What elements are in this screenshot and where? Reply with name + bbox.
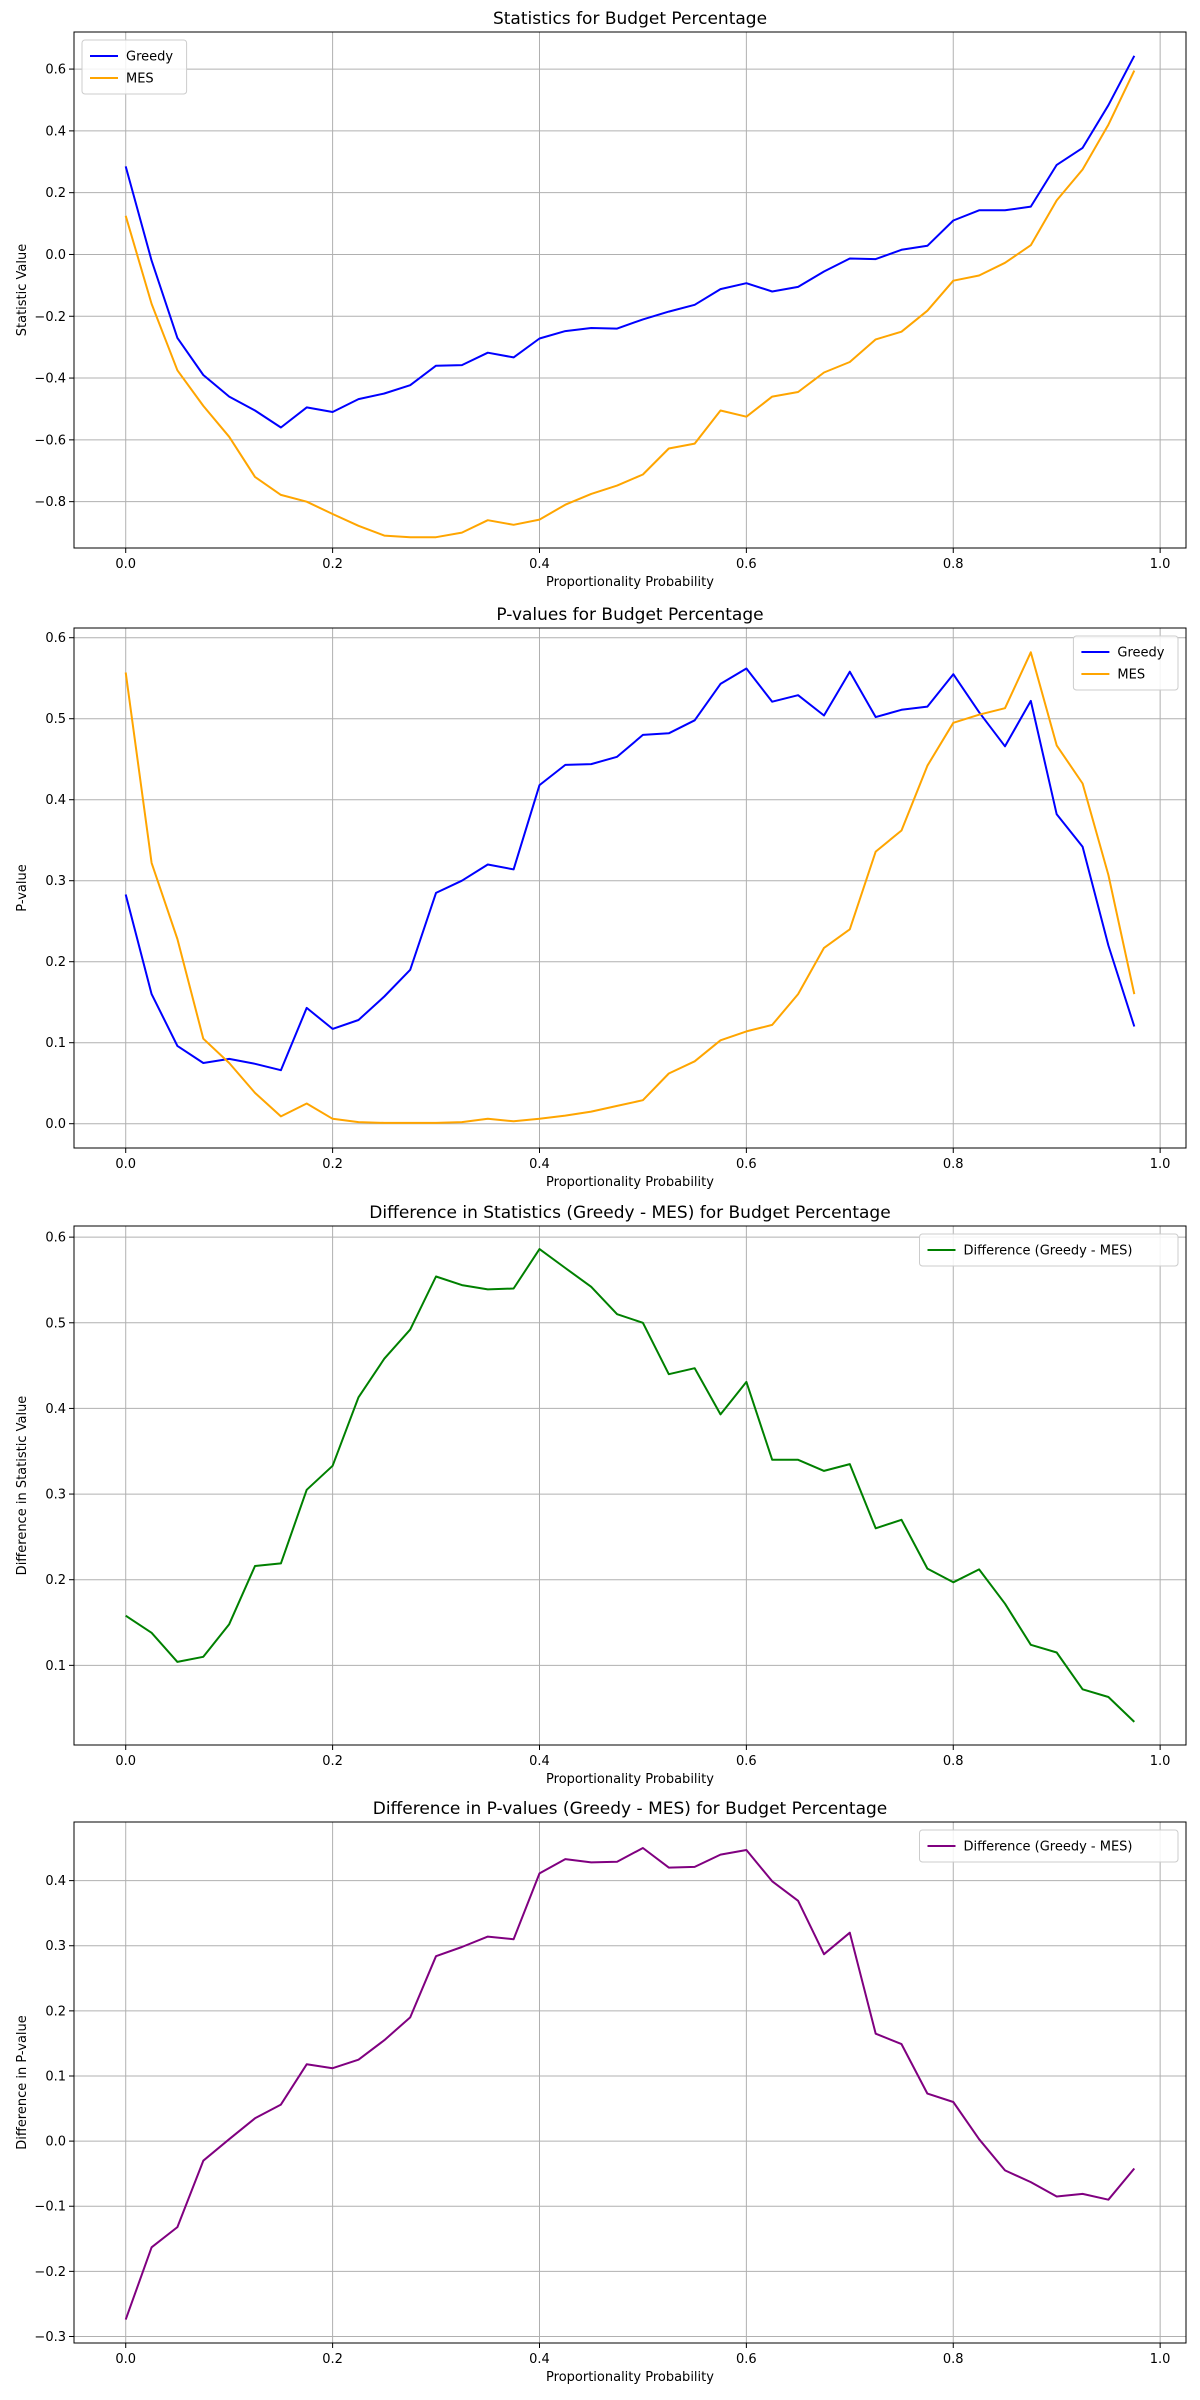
y-tick-label: 0.6 [45, 63, 66, 78]
x-tick-label: 0.8 [943, 1157, 964, 1172]
y-tick-label: 0.3 [45, 1939, 66, 1954]
y-tick-label: 0.2 [45, 1573, 66, 1588]
y-tick-label: 0.1 [45, 1659, 66, 1674]
y-tick-label: 0.6 [45, 631, 66, 646]
chart-title: P-values for Budget Percentage [496, 605, 763, 625]
legend: Difference (Greedy - MES) [919, 1829, 1179, 1863]
legend-entry: Difference (Greedy - MES) [964, 1840, 1133, 1855]
y-tick-label: 0.5 [45, 1316, 66, 1331]
x-tick-label: 0.2 [322, 1754, 343, 1769]
series-line-greedy [124, 55, 1136, 429]
x-tick-label: 0.0 [115, 1157, 136, 1172]
x-tick-label: 0.6 [736, 1157, 757, 1172]
x-axis-label: Proportionality Probability [546, 1772, 714, 1787]
legend-entry: Greedy [1117, 646, 1164, 661]
axes-frame [73, 627, 1187, 1149]
axes-frame [73, 31, 1187, 549]
series-line-difference-greedy-mes [125, 1248, 1135, 1723]
y-tick-label: 0.2 [45, 955, 66, 970]
chart-p-values: 0.0 0.2 0.4 0.6 0.8 1.0 0.0 0.1 0.2 0.3 0.4 0.5 0.6 P… [15, 605, 1187, 1190]
x-tick-label: 0.8 [943, 557, 964, 572]
x-tick-label: 0.0 [115, 2352, 136, 2367]
chart-statistics: 0.0 0.2 0.4 0.6 0.8 1.0 −0.8 −0.6 −0.4 −0.2 0.0 0.2… [15, 9, 1187, 590]
y-tick-label: −0.8 [34, 495, 66, 510]
legend-entry: MES [1117, 668, 1145, 683]
y-tick-label: 0.4 [45, 1874, 66, 1889]
x-tick-label: 0.2 [322, 2352, 343, 2367]
axes-frame [73, 1225, 1187, 1746]
y-tick-label: −0.1 [34, 2200, 66, 2215]
legend-entry: Greedy [126, 50, 173, 65]
legend: Difference (Greedy - MES) [919, 1233, 1179, 1267]
x-axis-label: Proportionality Probability [546, 2370, 714, 2385]
chart-title: Difference in Statistics (Greedy - MES) … [369, 1203, 890, 1223]
chart-diff-p-values: 0.0 0.2 0.4 0.6 0.8 1.0 −0.3 −0.2 −0.1 0.0 0.1 0.2 0… [15, 1799, 1187, 2385]
y-tick-label: 0.6 [45, 1231, 66, 1246]
x-tick-label: 0.4 [529, 1754, 550, 1769]
legend-box [1072, 635, 1179, 691]
legend-entry: MES [126, 72, 154, 87]
series-line-difference-greedy-mes [124, 1847, 1136, 2320]
y-tick-label: 0.3 [45, 874, 66, 889]
y-tick-label: 0.2 [45, 2004, 66, 2019]
x-tick-label: 1.0 [1150, 2352, 1171, 2367]
x-axis-label: Proportionality Probability [546, 575, 714, 590]
chart-title: Statistics for Budget Percentage [493, 9, 767, 29]
y-tick-label: −0.2 [34, 310, 66, 325]
series-line-mes [124, 651, 1136, 1124]
legend-box [919, 1233, 1179, 1267]
x-tick-label: 0.4 [529, 1157, 550, 1172]
legend-box [81, 39, 188, 95]
y-axis-label: Difference in Statistic Value [15, 1396, 30, 1576]
x-tick-label: 0.2 [322, 557, 343, 572]
x-tick-label: 0.6 [736, 1754, 757, 1769]
y-tick-label: 0.0 [45, 2135, 66, 2150]
chart-title: Difference in P-values (Greedy - MES) fo… [373, 1799, 888, 1819]
series-line-greedy [124, 667, 1136, 1072]
x-axis-label: Proportionality Probability [546, 1175, 714, 1190]
x-tick-label: 0.4 [529, 557, 550, 572]
x-tick-label: 0.6 [736, 557, 757, 572]
x-tick-label: 0.2 [322, 1157, 343, 1172]
y-axis-label: Difference in P-value [15, 2015, 30, 2150]
y-tick-label: 0.4 [45, 124, 66, 139]
x-tick-label: 1.0 [1150, 1157, 1171, 1172]
legend-box [919, 1829, 1179, 1863]
axes-frame [73, 1821, 1187, 2344]
legend: Greedy MES [81, 39, 188, 95]
y-tick-label: 0.1 [45, 2069, 66, 2084]
y-tick-label: 0.2 [45, 186, 66, 201]
y-tick-label: 0.0 [45, 248, 66, 263]
y-tick-label: 0.3 [45, 1488, 66, 1503]
y-tick-label: 0.1 [45, 1036, 66, 1051]
x-tick-label: 0.4 [529, 2352, 550, 2367]
y-tick-label: −0.6 [34, 433, 66, 448]
x-tick-label: 1.0 [1150, 1754, 1171, 1769]
y-tick-label: −0.3 [34, 2330, 66, 2345]
y-axis-label: P-value [15, 864, 30, 911]
y-tick-label: 0.4 [45, 1402, 66, 1417]
series-line-mes [124, 70, 1136, 539]
x-tick-label: 1.0 [1150, 557, 1171, 572]
legend: Greedy MES [1072, 635, 1179, 691]
chart-diff-statistics: 0.0 0.2 0.4 0.6 0.8 1.0 0.1 0.2 0.3 0.4 0.5 0.6 Diff… [15, 1203, 1187, 1787]
y-tick-label: 0.5 [45, 712, 66, 727]
x-tick-label: 0.0 [115, 1754, 136, 1769]
x-tick-label: 0.8 [943, 2352, 964, 2367]
y-tick-label: 0.4 [45, 793, 66, 808]
x-tick-label: 0.0 [115, 557, 136, 572]
x-tick-label: 0.6 [736, 2352, 757, 2367]
legend-entry: Difference (Greedy - MES) [964, 1244, 1133, 1259]
y-tick-label: 0.0 [45, 1117, 66, 1132]
y-tick-label: −0.4 [34, 372, 66, 387]
y-tick-label: −0.2 [34, 2265, 66, 2280]
y-axis-label: Statistic Value [15, 244, 30, 337]
x-tick-label: 0.8 [943, 1754, 964, 1769]
